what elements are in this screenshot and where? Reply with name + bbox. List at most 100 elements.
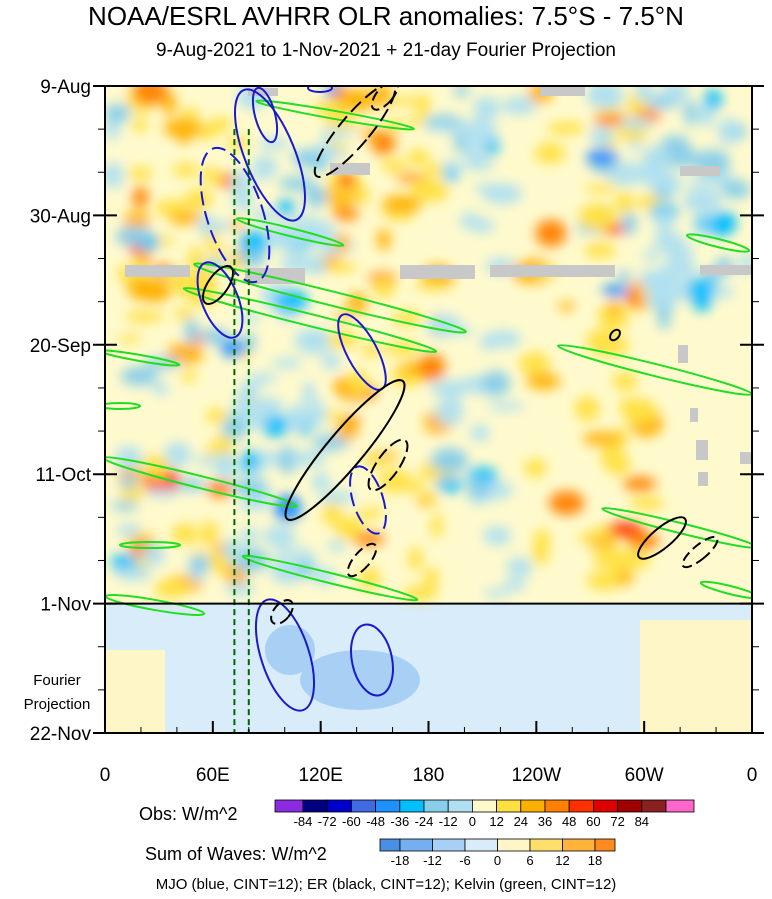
colorbar-level-label: -72 — [318, 814, 337, 829]
anomaly-blob — [232, 184, 253, 213]
colorbar-level-label: -48 — [366, 814, 385, 829]
colorbar-swatch — [447, 799, 473, 813]
kelvin-contours — [105, 99, 752, 616]
anomaly-blob — [370, 131, 396, 155]
anomaly-blob — [348, 370, 370, 397]
y-tick-label: 30-Aug — [30, 206, 91, 227]
anomaly-blob — [526, 372, 561, 390]
anomaly-blob — [662, 86, 675, 103]
anomaly-blob — [547, 121, 586, 135]
anomaly-blob — [503, 578, 527, 591]
anomaly-blob — [481, 370, 511, 397]
anomaly-blob — [184, 318, 199, 344]
anomaly-blob — [426, 313, 462, 338]
anomaly-blob — [506, 557, 533, 578]
colorbar-swatch — [464, 838, 498, 852]
anomaly-blob — [326, 262, 359, 273]
anomaly-blob — [334, 523, 359, 540]
anomaly-blob — [115, 226, 153, 247]
anomaly-blob — [621, 211, 637, 235]
anomaly-blob — [470, 424, 490, 442]
colorbar-level-label: 36 — [538, 814, 552, 829]
anomaly-blob — [557, 301, 575, 311]
anomaly-blob — [418, 353, 446, 381]
anomaly-blob — [652, 232, 686, 252]
anomaly-blob — [372, 277, 396, 299]
anomaly-blob — [707, 214, 733, 237]
anomaly-blob — [127, 277, 163, 301]
anomaly-blob — [209, 117, 233, 131]
anomaly-blob — [271, 547, 311, 556]
anomaly-blob — [423, 566, 439, 590]
obs-legend-label: Obs: W/m^2 — [139, 804, 238, 824]
anomaly-blob — [136, 249, 151, 266]
anomaly-blob — [484, 330, 522, 348]
anomaly-blob — [574, 396, 600, 422]
anomaly-blob — [686, 277, 716, 296]
anomaly-blob — [407, 148, 430, 166]
anomaly-blob — [617, 270, 631, 283]
colorbar-swatch — [326, 799, 352, 813]
colorbar-level-label: 18 — [588, 853, 602, 868]
projection-label-line1: Fourier — [33, 672, 81, 689]
colorbar-swatch — [594, 838, 616, 852]
waves-legend-label: Sum of Waves: W/m^2 — [145, 844, 327, 864]
anomaly-blob — [430, 447, 469, 474]
anomaly-blob — [641, 268, 672, 297]
anomaly-blob — [687, 176, 718, 185]
colorbar-level-label: 6 — [526, 853, 533, 868]
footnote: MJO (blue, CINT=12); ER (black, CINT=12)… — [155, 876, 617, 893]
anomaly-blob — [207, 480, 234, 498]
anomaly-blob — [612, 371, 638, 391]
anomaly-blob — [168, 211, 203, 225]
anomaly-blob — [294, 328, 333, 354]
anomaly-blob — [305, 185, 327, 208]
anomaly-blob — [319, 127, 355, 137]
x-tick-label: 0 — [747, 765, 758, 786]
anomaly-blob — [417, 497, 432, 506]
anomaly-blob — [222, 538, 244, 563]
colorbar-swatch — [529, 838, 563, 852]
colorbar-level-label: 12 — [489, 814, 503, 829]
anomaly-blob — [105, 103, 131, 123]
colorbar-level-label: 72 — [610, 814, 624, 829]
anomaly-blob — [205, 444, 218, 458]
anomaly-blob — [152, 381, 169, 396]
anomaly-blob — [535, 219, 567, 247]
anomaly-blobs — [105, 86, 752, 601]
anomaly-blob — [202, 328, 229, 345]
colorbar-swatch — [379, 838, 401, 852]
anomaly-blob — [442, 160, 464, 173]
colorbar-swatch — [399, 799, 425, 813]
anomaly-blob — [115, 566, 153, 581]
anomaly-blob — [473, 96, 501, 121]
anomaly-blob — [258, 137, 290, 150]
anomaly-blob — [412, 177, 427, 201]
x-axis: 0 60E 120E 180 120W 60W 0 — [100, 721, 758, 786]
anomaly-blob — [661, 258, 698, 281]
anomaly-blob — [117, 334, 143, 343]
anomaly-blob — [721, 179, 751, 199]
anomaly-blob — [417, 92, 430, 120]
anomaly-blob — [591, 164, 614, 173]
colorbar-swatch — [375, 799, 401, 813]
anomaly-blob — [209, 220, 231, 232]
x-tick-label: 120W — [512, 765, 562, 786]
anomaly-blob — [271, 358, 303, 369]
anomaly-blob — [474, 183, 502, 194]
anomaly-blob — [200, 521, 219, 546]
colorbar-swatch — [562, 838, 596, 852]
anomaly-blob — [718, 118, 740, 145]
anomaly-blob — [664, 148, 703, 168]
anomaly-blob — [381, 195, 422, 213]
anomaly-blob — [578, 203, 617, 231]
anomaly-blob — [127, 166, 153, 180]
projection-positive-region — [105, 650, 165, 733]
y-tick-label: 20-Sep — [30, 336, 91, 357]
anomaly-blob — [378, 468, 411, 494]
anomaly-blob — [172, 162, 199, 177]
anomaly-blob — [380, 158, 407, 173]
anomaly-blob — [606, 161, 645, 186]
anomaly-blob — [657, 302, 671, 331]
